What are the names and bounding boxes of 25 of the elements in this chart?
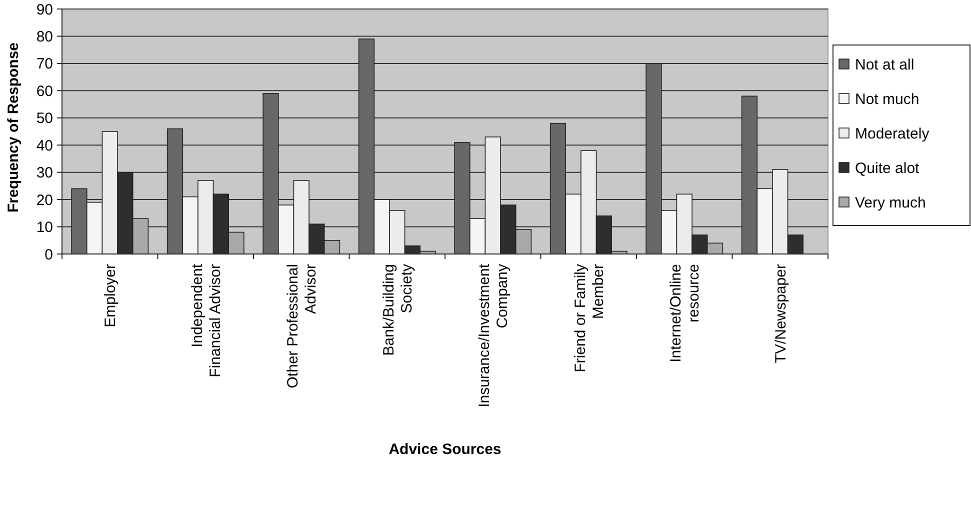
y-tick-label: 30	[36, 164, 53, 182]
x-tick-label: TV/Newspaper	[772, 264, 790, 364]
legend-label: Very much	[855, 194, 926, 212]
y-axis-title: Frequency of Response	[5, 42, 22, 213]
legend-label: Not much	[855, 90, 920, 108]
x-tick-label: Insurance/Investment Company	[476, 263, 512, 408]
legend-label: Quite alot	[855, 160, 920, 177]
y-tick-label: 20	[36, 192, 53, 209]
y-tick-label: 50	[36, 110, 53, 128]
x-tick-label: Friend or Family Member	[572, 264, 607, 372]
legend-label: Not at all	[855, 56, 914, 74]
x-tick-label: Internet/Online resource	[668, 264, 703, 362]
y-tick-label: 90	[36, 1, 53, 18]
legend-label: Moderately	[855, 125, 930, 142]
y-tick-label: 0	[44, 246, 53, 264]
x-axis-title: Advice Sources	[388, 441, 502, 458]
x-tick-label: Other Professional Advisor	[284, 264, 320, 388]
x-tick-label: Employer	[102, 264, 120, 328]
y-tick-label: 70	[36, 56, 53, 73]
y-tick-label: 80	[36, 28, 53, 46]
y-tick-label: 40	[36, 137, 53, 154]
y-tick-label: 10	[36, 219, 53, 236]
x-tick-label: Independent Financial Advisor	[188, 263, 224, 378]
y-tick-label: 60	[36, 82, 53, 100]
x-tick-label: Bank/Building Society	[380, 264, 416, 356]
